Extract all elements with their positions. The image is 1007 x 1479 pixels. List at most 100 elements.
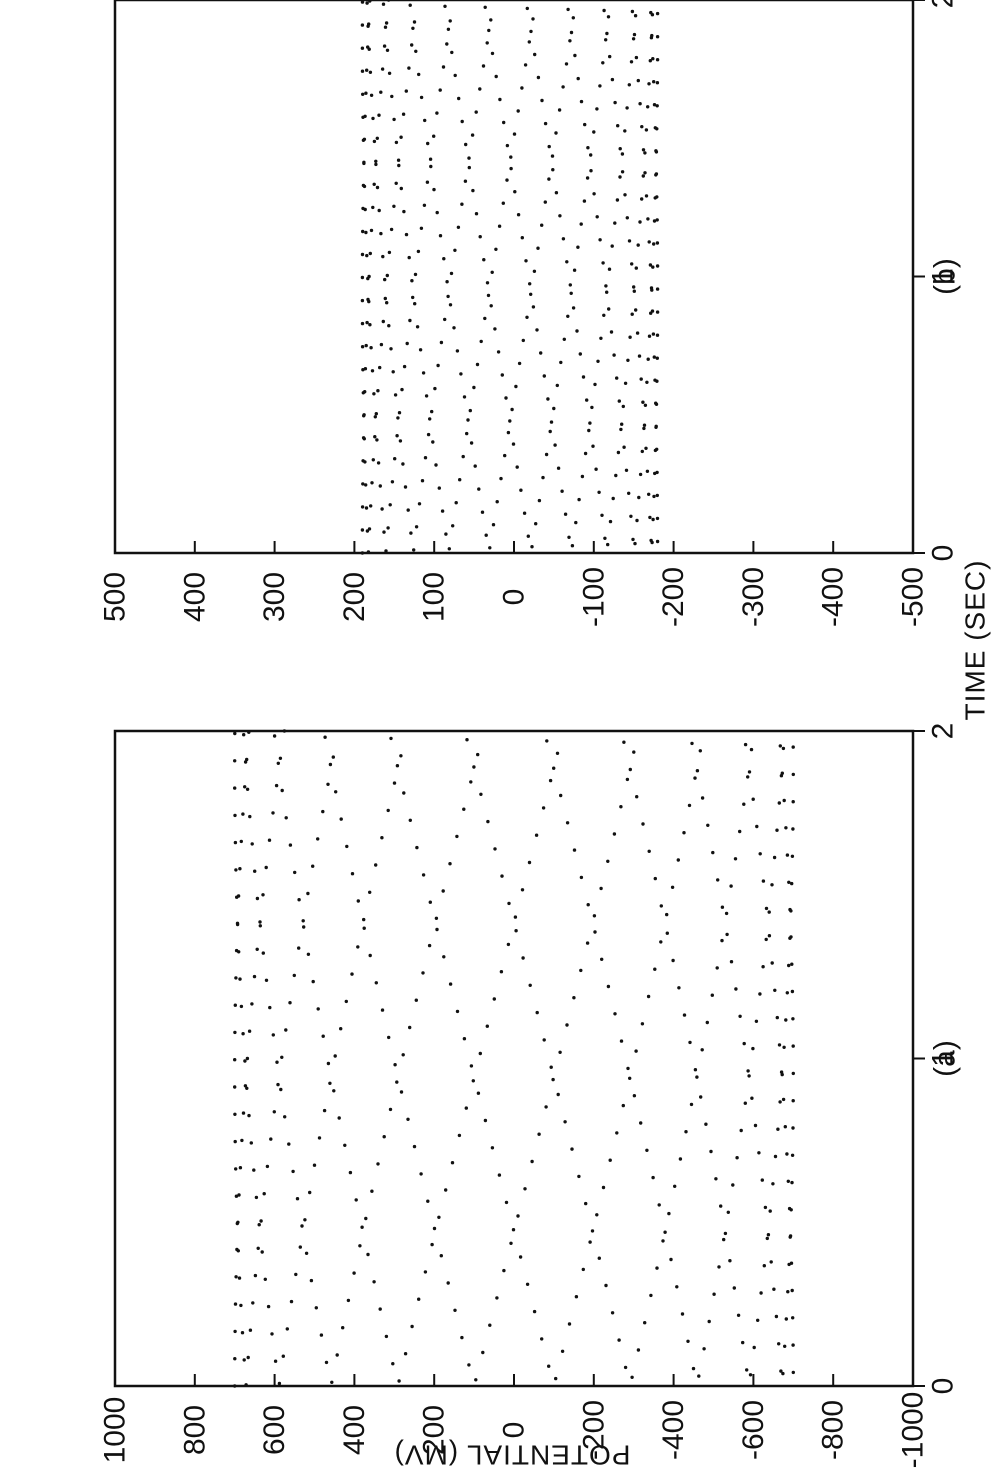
data-point-a-220 <box>241 1111 246 1115</box>
data-point-a-398 <box>368 890 372 894</box>
data-point-b-417 <box>363 114 367 119</box>
data-point-b-157 <box>433 386 437 391</box>
data-point-a-100 <box>769 1260 773 1264</box>
data-point-b-71 <box>499 476 503 481</box>
data-point-a-274 <box>791 1044 795 1048</box>
data-point-b-163 <box>645 380 649 384</box>
data-point-a-470 <box>777 801 781 805</box>
data-point-a-313 <box>572 996 576 1000</box>
data-point-a-107 <box>304 1251 309 1256</box>
data-point-b-14 <box>603 536 607 540</box>
data-point-b-169 <box>542 374 546 378</box>
data-point-a-257 <box>549 1065 553 1069</box>
data-point-a-439 <box>239 839 243 844</box>
data-point-a-493 <box>791 772 795 777</box>
data-point-a-31 <box>752 1345 756 1350</box>
data-point-a-155 <box>262 1192 266 1196</box>
data-point-a-466 <box>541 806 546 810</box>
data-point-b-129 <box>396 416 400 420</box>
data-point-b-408 <box>616 124 620 128</box>
data-point-b-92 <box>461 454 465 459</box>
data-point-a-481 <box>245 787 250 791</box>
data-point-b-203 <box>521 338 525 343</box>
data-point-b-483 <box>366 45 370 49</box>
data-point-a-206 <box>739 1128 743 1133</box>
data-point-b-84 <box>434 463 438 467</box>
data-point-a-448 <box>775 828 779 832</box>
data-point-b-12 <box>649 538 653 543</box>
data-point-a-15 <box>623 1365 628 1370</box>
data-point-b-490 <box>604 38 608 42</box>
data-point-b-231 <box>650 309 655 313</box>
data-point-a-368 <box>435 927 439 932</box>
data-point-b-364 <box>620 170 625 174</box>
data-point-b-482 <box>360 46 365 50</box>
data-point-b-181 <box>517 361 522 366</box>
data-point-a-184 <box>735 1156 739 1160</box>
data-point-a-275 <box>777 1043 782 1047</box>
panel-b: 500 400 300 200 100 0 -100 -200 -300 -400 -500 0 1 2… <box>99 0 962 627</box>
data-point-a-405 <box>790 881 794 886</box>
data-point-a-263 <box>233 1058 237 1062</box>
data-point-b-433 <box>498 97 502 102</box>
data-point-b-234 <box>571 306 576 310</box>
data-point-b-461 <box>365 68 369 72</box>
data-point-b-457 <box>417 72 421 77</box>
data-point-b-362 <box>654 172 659 176</box>
data-point-a-414 <box>293 870 297 875</box>
data-point-a-522 <box>389 736 393 741</box>
data-point-b-371 <box>374 162 378 167</box>
data-point-a-88 <box>234 1275 238 1279</box>
data-point-b-324 <box>474 212 479 216</box>
data-point-b-196 <box>369 346 373 350</box>
data-point-b-270 <box>572 268 577 272</box>
data-point-b-302 <box>478 235 482 239</box>
y-tick-label-a-0: 1000 <box>99 1397 132 1464</box>
data-point-b-430 <box>613 100 617 105</box>
data-point-b-206 <box>628 335 632 339</box>
data-point-a-256 <box>626 1066 630 1071</box>
data-point-b-468 <box>601 61 605 65</box>
data-point-b-435 <box>419 95 424 100</box>
y-tick-label-b-4: 100 <box>418 572 451 622</box>
data-point-a-488 <box>548 778 553 783</box>
data-point-b-19 <box>409 531 413 535</box>
data-point-b-212 <box>575 329 579 333</box>
data-point-b-291 <box>536 246 540 250</box>
data-point-b-155 <box>376 389 380 393</box>
data-point-b-325 <box>435 210 439 215</box>
data-point-a-168 <box>651 1175 655 1180</box>
data-point-b-421 <box>474 110 478 114</box>
data-point-b-502 <box>383 25 388 29</box>
data-point-a-229 <box>778 1100 782 1104</box>
data-point-b-434 <box>457 96 461 101</box>
data-point-b-48 <box>454 501 458 505</box>
data-point-b-326 <box>402 209 406 214</box>
data-point-a-478 <box>402 791 406 795</box>
data-point-a-315 <box>710 993 714 997</box>
data-point-a-228 <box>743 1101 747 1105</box>
data-point-a-412 <box>421 873 426 877</box>
data-point-a-232 <box>750 1096 754 1100</box>
data-point-a-197 <box>233 1139 237 1144</box>
data-point-a-449 <box>791 827 795 831</box>
x-tick-label-a-1: 1 <box>927 1050 960 1067</box>
data-point-a-1 <box>244 1383 248 1387</box>
data-point-b-235 <box>531 305 536 309</box>
data-point-b-184 <box>626 358 630 362</box>
data-point-b-148 <box>504 396 508 400</box>
data-point-b-112 <box>395 434 399 438</box>
data-point-b-189 <box>612 353 616 357</box>
data-point-a-483 <box>243 785 247 789</box>
data-point-b-513 <box>633 14 638 18</box>
data-point-a-307 <box>233 1003 237 1007</box>
data-point-a-362 <box>789 935 793 939</box>
data-point-b-47 <box>417 502 422 506</box>
data-point-a-430 <box>711 850 715 855</box>
data-point-b-448 <box>647 82 651 86</box>
data-point-b-322 <box>558 214 562 218</box>
data-point-a-459 <box>248 814 252 819</box>
data-point-b-41 <box>406 508 410 512</box>
data-point-a-145 <box>719 1204 723 1208</box>
data-point-b-497 <box>569 30 574 35</box>
